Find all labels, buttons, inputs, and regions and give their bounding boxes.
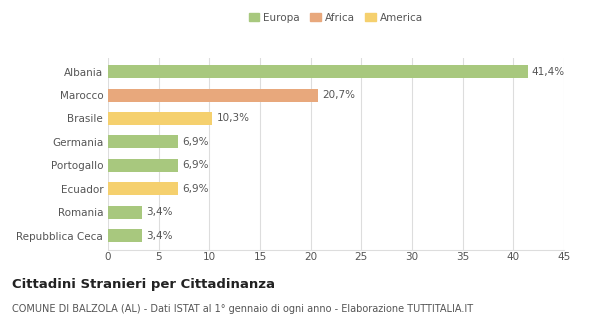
Bar: [108, 65, 527, 78]
Text: 10,3%: 10,3%: [217, 114, 250, 124]
Bar: [108, 159, 178, 172]
Text: Cittadini Stranieri per Cittadinanza: Cittadini Stranieri per Cittadinanza: [12, 278, 275, 292]
Bar: [108, 182, 178, 195]
Legend: Europa, Africa, America: Europa, Africa, America: [245, 8, 427, 27]
Text: 3,4%: 3,4%: [146, 207, 173, 217]
Bar: [108, 135, 178, 148]
Bar: [108, 206, 142, 219]
Text: 3,4%: 3,4%: [146, 230, 173, 241]
Text: 6,9%: 6,9%: [182, 160, 208, 170]
Text: 6,9%: 6,9%: [182, 137, 208, 147]
Bar: [108, 112, 212, 125]
Text: 41,4%: 41,4%: [532, 67, 565, 77]
Text: 6,9%: 6,9%: [182, 184, 208, 194]
Bar: [108, 89, 318, 101]
Text: 20,7%: 20,7%: [322, 90, 355, 100]
Text: COMUNE DI BALZOLA (AL) - Dati ISTAT al 1° gennaio di ogni anno - Elaborazione TU: COMUNE DI BALZOLA (AL) - Dati ISTAT al 1…: [12, 304, 473, 314]
Bar: [108, 229, 142, 242]
